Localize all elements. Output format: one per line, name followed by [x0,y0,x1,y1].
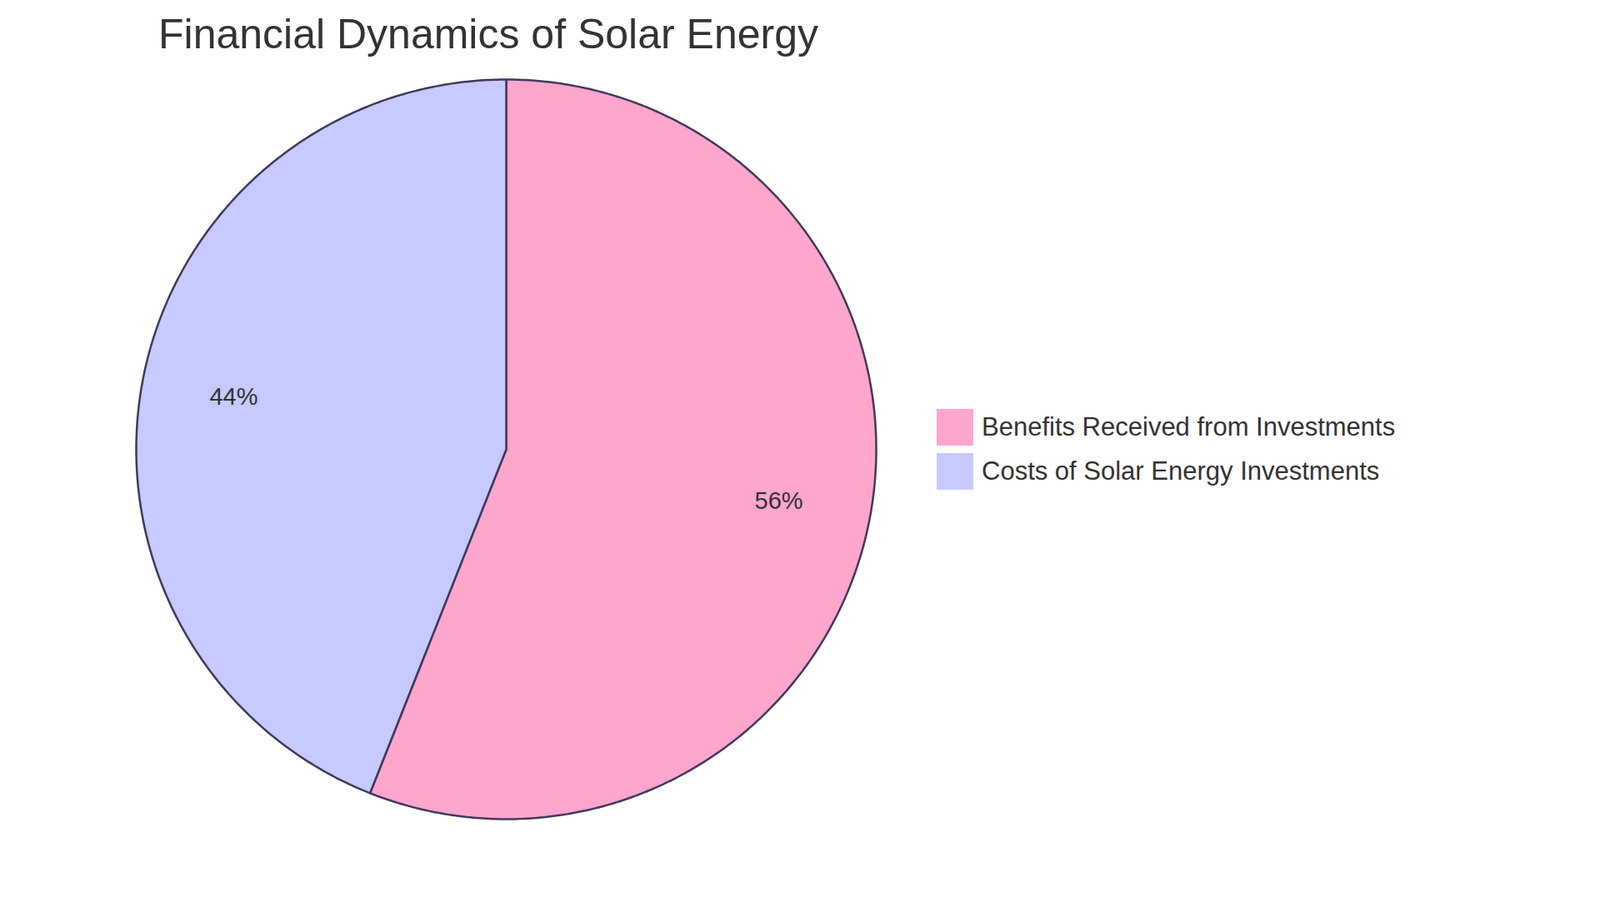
html-text:Costs of Solar Energy Investme: Costs of Solar Energy Investments [981,456,1380,486]
svg-text:56%: 56% [755,487,804,515]
html-text:Benefits Received from Investm: Benefits Received from Investments [981,412,1396,442]
html-text:Financial Dynamics of Solar En: Financial Dynamics of Solar Energy [158,10,819,58]
svg-text:44%: 44% [209,383,258,410]
